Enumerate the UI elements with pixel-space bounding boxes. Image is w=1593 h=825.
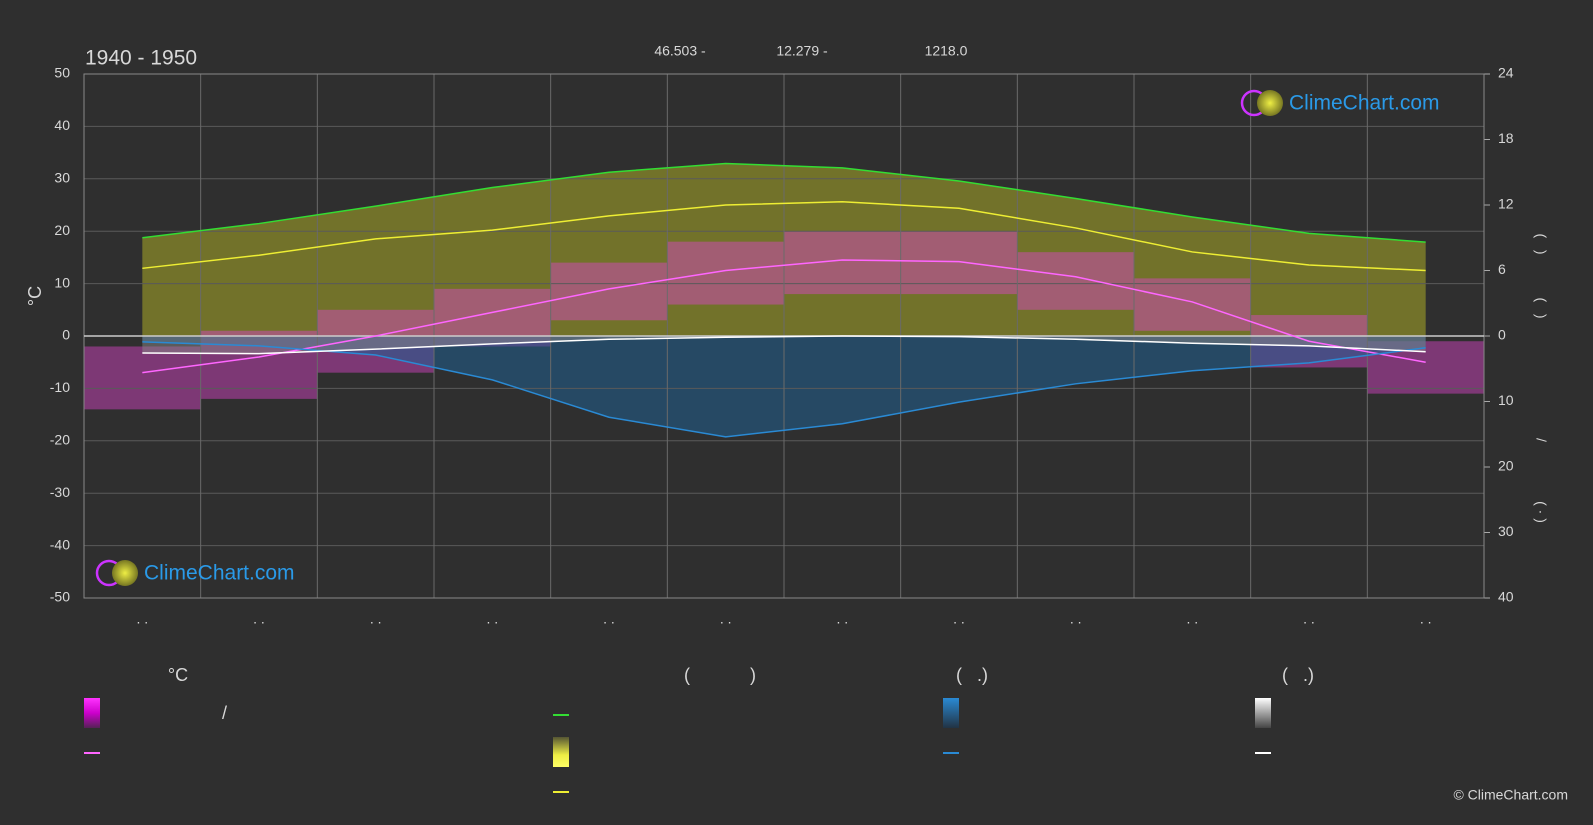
- y2-tick-label: 0: [1498, 327, 1506, 343]
- y-tick-label: 50: [54, 65, 70, 81]
- x-tick-label: . .: [370, 611, 382, 627]
- x-tick-label: . .: [603, 611, 615, 627]
- y-tick-label: -10: [50, 379, 70, 395]
- y2-tick-label: 30: [1498, 523, 1514, 539]
- logo-text: ClimeChart.com: [144, 562, 295, 585]
- series-line: [142, 162, 1426, 243]
- logo-sun: [1257, 90, 1283, 116]
- legend-swatch: [84, 698, 100, 728]
- y2-tick-label: 24: [1498, 65, 1514, 81]
- x-tick-label: . .: [836, 611, 848, 627]
- temperature-range: [84, 346, 201, 410]
- x-tick-label: . .: [720, 611, 732, 627]
- y2-tick-label: 10: [1498, 392, 1514, 408]
- y-tick-label: -50: [50, 589, 70, 605]
- x-tick-label: . .: [1186, 611, 1198, 627]
- y-tick-label: 30: [54, 170, 70, 186]
- area: [142, 336, 1426, 354]
- y2-tick-label: 20: [1498, 458, 1514, 474]
- temperature-range: [900, 231, 1018, 295]
- y2-axis-label: ( · ): [1533, 501, 1549, 523]
- legend-swatch: [1255, 752, 1271, 754]
- temperature-range: [550, 262, 668, 321]
- subtitle: 46.503 -: [654, 43, 706, 59]
- legend-swatch: [84, 752, 100, 754]
- y2-axis-label: /: [1533, 438, 1549, 442]
- temperature-range: [1017, 252, 1134, 310]
- legend-text: /: [222, 703, 227, 723]
- y-tick-label: -30: [50, 484, 70, 500]
- y2-tick-label: 18: [1498, 130, 1514, 146]
- y-tick-label: 0: [62, 327, 70, 343]
- legend-swatch: [943, 698, 959, 728]
- y2-tick-label: 12: [1498, 196, 1514, 212]
- legend-heading: °C: [168, 665, 188, 685]
- y-tick-label: -40: [50, 536, 70, 552]
- temperature-range: [1134, 278, 1251, 331]
- x-tick-label: . .: [253, 611, 265, 627]
- y-tick-label: -20: [50, 432, 70, 448]
- legend-heading: ( .): [1282, 665, 1314, 685]
- x-tick-label: . .: [1420, 611, 1432, 627]
- x-tick-label: . .: [1070, 611, 1082, 627]
- legend-swatch: [553, 791, 569, 793]
- legend-heading: ( ): [684, 665, 756, 685]
- y-tick-label: 10: [54, 274, 70, 290]
- copyright: © ClimeChart.com: [1453, 787, 1568, 803]
- legend-swatch: [553, 714, 569, 716]
- series-line: [142, 259, 1426, 374]
- logo-sun: [112, 560, 138, 586]
- legend-heading: ( .): [956, 665, 988, 685]
- temperature-range: [667, 241, 784, 305]
- y2-axis-label: ( ): [1533, 234, 1549, 255]
- legend-swatch: [553, 737, 569, 767]
- legend-swatch: [1255, 698, 1271, 728]
- x-tick-label: . .: [136, 611, 148, 627]
- y2-tick-label: 6: [1498, 261, 1506, 277]
- logo-text: ClimeChart.com: [1289, 92, 1440, 115]
- y2-tick-label: 40: [1498, 589, 1514, 605]
- subtitle: 12.279 -: [776, 43, 828, 59]
- legend-swatch: [943, 752, 959, 754]
- y-axis-label: °C: [25, 286, 45, 306]
- x-tick-label: . .: [486, 611, 498, 627]
- temperature-range: [784, 231, 901, 295]
- y-tick-label: 20: [54, 222, 70, 238]
- series-line: [142, 335, 1426, 355]
- y2-axis-label: ( ): [1533, 298, 1549, 319]
- series-line: [142, 200, 1426, 272]
- chart-title: 1940 - 1950: [85, 47, 197, 70]
- y-tick-label: 40: [54, 117, 70, 133]
- series-line: [142, 341, 1426, 438]
- x-tick-label: . .: [953, 611, 965, 627]
- x-tick-label: . .: [1303, 611, 1315, 627]
- subtitle: 1218.0: [925, 43, 968, 59]
